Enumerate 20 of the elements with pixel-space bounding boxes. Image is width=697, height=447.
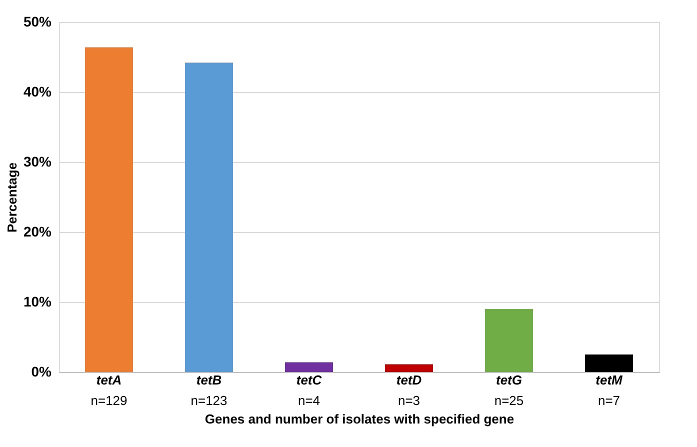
bar: [485, 309, 533, 372]
y-tick-label: 40%: [23, 84, 52, 100]
y-tick-label: 30%: [23, 154, 52, 170]
bar: [285, 362, 333, 372]
y-axis-title: Percentage: [4, 162, 20, 233]
bar: [185, 62, 233, 372]
category-label: tetG n=25: [494, 372, 524, 408]
y-tick-label: 10%: [23, 294, 52, 310]
category-label: tetM n=7: [596, 372, 622, 408]
y-tick-label: 50%: [23, 14, 52, 30]
bar: [85, 47, 133, 372]
bar: [385, 364, 433, 372]
category-label: tetC n=4: [296, 372, 322, 408]
x-axis-title: Genes and number of isolates with specified gene: [204, 412, 514, 426]
category-label: tetB n=123: [190, 372, 228, 408]
category-label: tetD n=3: [396, 372, 422, 408]
y-tick-label: 20%: [23, 224, 52, 240]
category-label: tetA n=129: [90, 372, 128, 408]
bar: [585, 354, 633, 372]
y-tick-label: 0%: [31, 364, 52, 380]
